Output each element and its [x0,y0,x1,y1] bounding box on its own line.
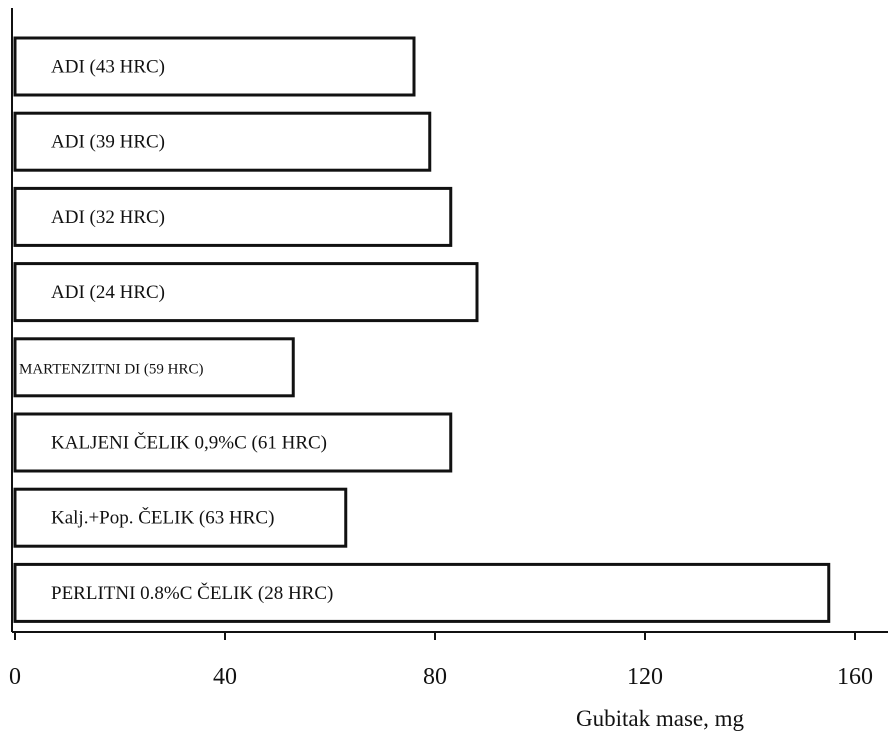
bars-group: ADI (43 HRC) ADI (39 HRC) ADI (32 HRC) ADI … [13,36,831,623]
bar [13,412,453,473]
bar-item: KALJENI ČELIK 0,9%C (61 HRC) [13,412,453,473]
bar-label: ADI (43 HRC) [51,57,165,78]
bar [13,562,831,623]
bar-item: PERLITNI 0.8%C ČELIK (28 HRC) [13,562,831,623]
bar-item: MARTENZITNI DI (59 HRC) [13,337,295,398]
bar [13,262,479,323]
bar [13,487,348,548]
bar-label: PERLITNI 0.8%C ČELIK (28 HRC) [51,582,333,604]
bar-label: Kalj.+Pop. ČELIK (63 HRC) [51,507,274,529]
bar [13,36,416,97]
bar [13,186,453,247]
x-tick-label: 160 [837,664,873,690]
bar-label: ADI (24 HRC) [51,282,165,303]
bar-label: ADI (39 HRC) [51,132,165,153]
x-tick-label: 120 [627,664,663,690]
bar-item: ADI (39 HRC) [13,111,432,172]
bar-label: KALJENI ČELIK 0,9%C (61 HRC) [51,432,327,454]
bar [13,337,295,398]
x-ticks-group: 0 40 80 120 160 [9,632,873,690]
x-tick-label: 80 [423,664,447,690]
bar-item: Kalj.+Pop. ČELIK (63 HRC) [13,487,348,548]
bar-item: ADI (32 HRC) [13,186,453,247]
bar-label: MARTENZITNI DI (59 HRC) [19,361,204,377]
x-axis-title: Gubitak mase, mg [576,706,744,731]
bar [13,111,432,172]
bar-item: ADI (24 HRC) [13,262,479,323]
x-tick-label: 40 [213,664,237,690]
x-tick-label: 0 [9,664,21,690]
bar-item: ADI (43 HRC) [13,36,416,97]
bar-label: ADI (32 HRC) [51,207,165,228]
